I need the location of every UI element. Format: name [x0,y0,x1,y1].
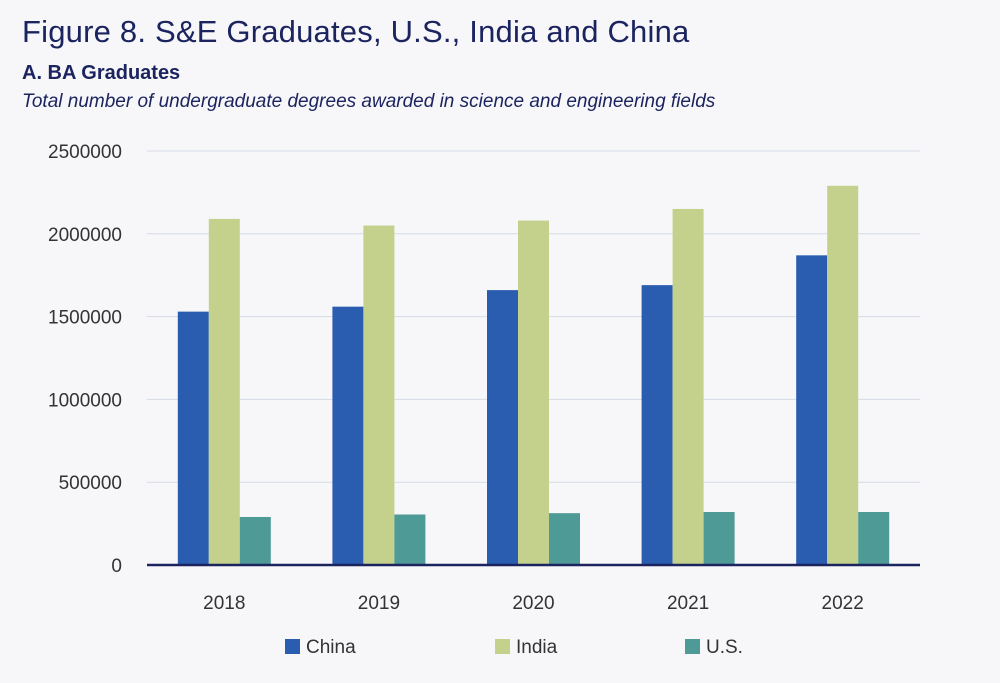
chart-caption: Total number of undergraduate degrees aw… [22,91,716,112]
x-tick-label: 2022 [822,593,864,614]
bar-us-2020 [549,513,580,565]
y-tick-label: 2500000 [48,142,122,163]
y-tick-label: 1500000 [48,308,122,329]
x-tick-label: 2018 [203,593,245,614]
bar-india-2021 [672,208,704,565]
y-tick-label: 1000000 [48,390,122,411]
y-tick-label: 0 [111,556,122,577]
legend-swatch-china [285,639,300,654]
y-tick-label: 2000000 [48,225,122,246]
bar-us-2018 [239,516,271,565]
bar-india-2020 [518,220,549,565]
chart-subtitle: A. BA Graduates [22,62,181,84]
x-tick-label: 2021 [667,593,709,614]
bar-us-2021 [703,512,735,565]
legend-label: India [516,637,558,658]
bar-china-2018 [177,311,209,565]
chart-title: Figure 8. S&E Graduates, U.S., India and… [22,14,690,49]
legend-label: U.S. [706,637,743,658]
legend-swatch-us [685,639,700,654]
x-tick-label: 2019 [358,593,400,614]
legend-label: China [306,637,356,658]
bar-china-2021 [641,285,673,565]
bar-us-2019 [394,514,426,565]
legend-swatch-india [495,639,510,654]
x-tick-label: 2020 [512,593,554,614]
bar-india-2022 [827,185,859,565]
bar-india-2019 [363,225,395,565]
bar-china-2022 [796,255,828,565]
bar-china-2019 [332,306,364,565]
bar-china-2020 [487,290,518,565]
bar-india-2018 [208,218,240,565]
y-tick-label: 500000 [59,473,122,494]
bar-us-2022 [858,512,890,565]
